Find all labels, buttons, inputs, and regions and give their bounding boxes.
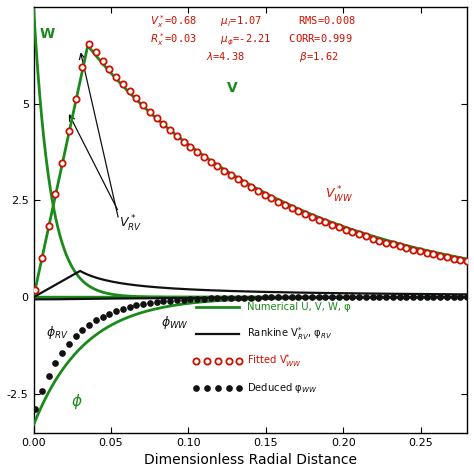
Text: Rankine V$_{RV}^{*}$, φ$_{RV}$: Rankine V$_{RV}^{*}$, φ$_{RV}$ xyxy=(247,326,333,342)
X-axis label: Dimensionless Radial Distance: Dimensionless Radial Distance xyxy=(144,453,357,467)
Text: W: W xyxy=(40,27,55,41)
Text: $\phi_{RV}$: $\phi_{RV}$ xyxy=(46,324,69,341)
Text: $V_{RV}^*$: $V_{RV}^*$ xyxy=(118,214,142,234)
Text: Fitted V$_{WW}^{*}$: Fitted V$_{WW}^{*}$ xyxy=(247,353,302,369)
Text: $V_x^*$=0.68    $\mu_i$=1.07      RMS=0.008
$R_x^*$=0.03    $\mu_\phi$=-2.21   C: $V_x^*$=0.68 $\mu_i$=1.07 RMS=0.008 $R_x… xyxy=(150,13,356,64)
Text: V: V xyxy=(227,81,238,95)
Text: Numerical U, V, W, φ: Numerical U, V, W, φ xyxy=(247,302,351,312)
Text: $\phi_{WW}$: $\phi_{WW}$ xyxy=(161,314,188,331)
Text: Deduced φ$_{WW}$: Deduced φ$_{WW}$ xyxy=(247,381,318,395)
Text: $\phi$: $\phi$ xyxy=(71,392,82,410)
Text: $V_{WW}^*$: $V_{WW}^*$ xyxy=(325,184,353,205)
